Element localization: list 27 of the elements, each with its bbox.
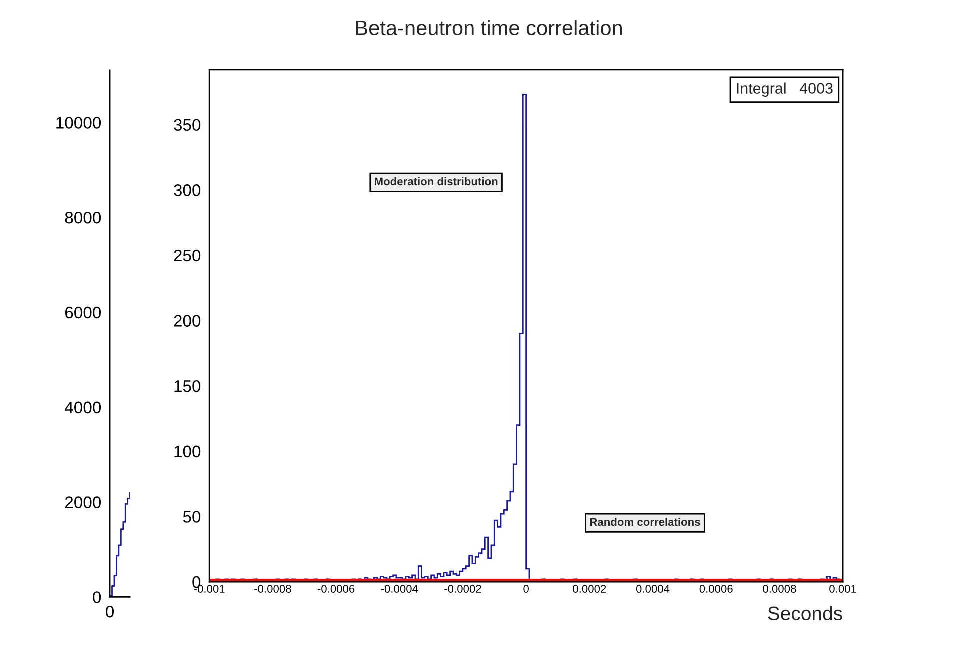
x-tick-label: 0.0008	[763, 585, 796, 593]
y-tick-label: 300	[174, 184, 201, 196]
y-tick-label: 250	[174, 250, 201, 262]
x-tick-label: 0.0006	[700, 585, 733, 593]
x-tick-label: -0.0008	[254, 585, 292, 593]
y-tick-label: 350	[174, 119, 201, 132]
y-tick-label: 2000	[65, 496, 102, 508]
y-tick-label: 8000	[65, 212, 102, 224]
y-tick-label: 100	[174, 446, 201, 458]
annotation: Moderation distribution	[375, 177, 498, 186]
x-tick-label: -0.0002	[444, 585, 482, 593]
x-axis-title: Seconds	[768, 606, 842, 621]
y-tick-label: 50	[183, 511, 201, 523]
y-tick-label: 200	[174, 315, 201, 327]
annotation: Integral 4003	[737, 82, 833, 97]
x-tick-label: -0.0006	[318, 585, 355, 593]
chart-title: Beta-neutron time correlation	[356, 20, 622, 36]
x-tick-label: 0.0002	[573, 585, 606, 593]
y-tick-label: 150	[174, 380, 201, 392]
x-tick-label: -0.0004	[381, 585, 418, 593]
y-tick-label: 4000	[65, 402, 102, 414]
y-tick-label: 6000	[65, 306, 102, 319]
x-tick-label: 0.0004	[636, 585, 670, 593]
x-tick-label: 0	[524, 585, 529, 593]
annotation: Random correlations	[590, 518, 700, 526]
x-tick-label: 0.001	[830, 585, 856, 593]
y-tick-label: 10000	[56, 117, 102, 129]
